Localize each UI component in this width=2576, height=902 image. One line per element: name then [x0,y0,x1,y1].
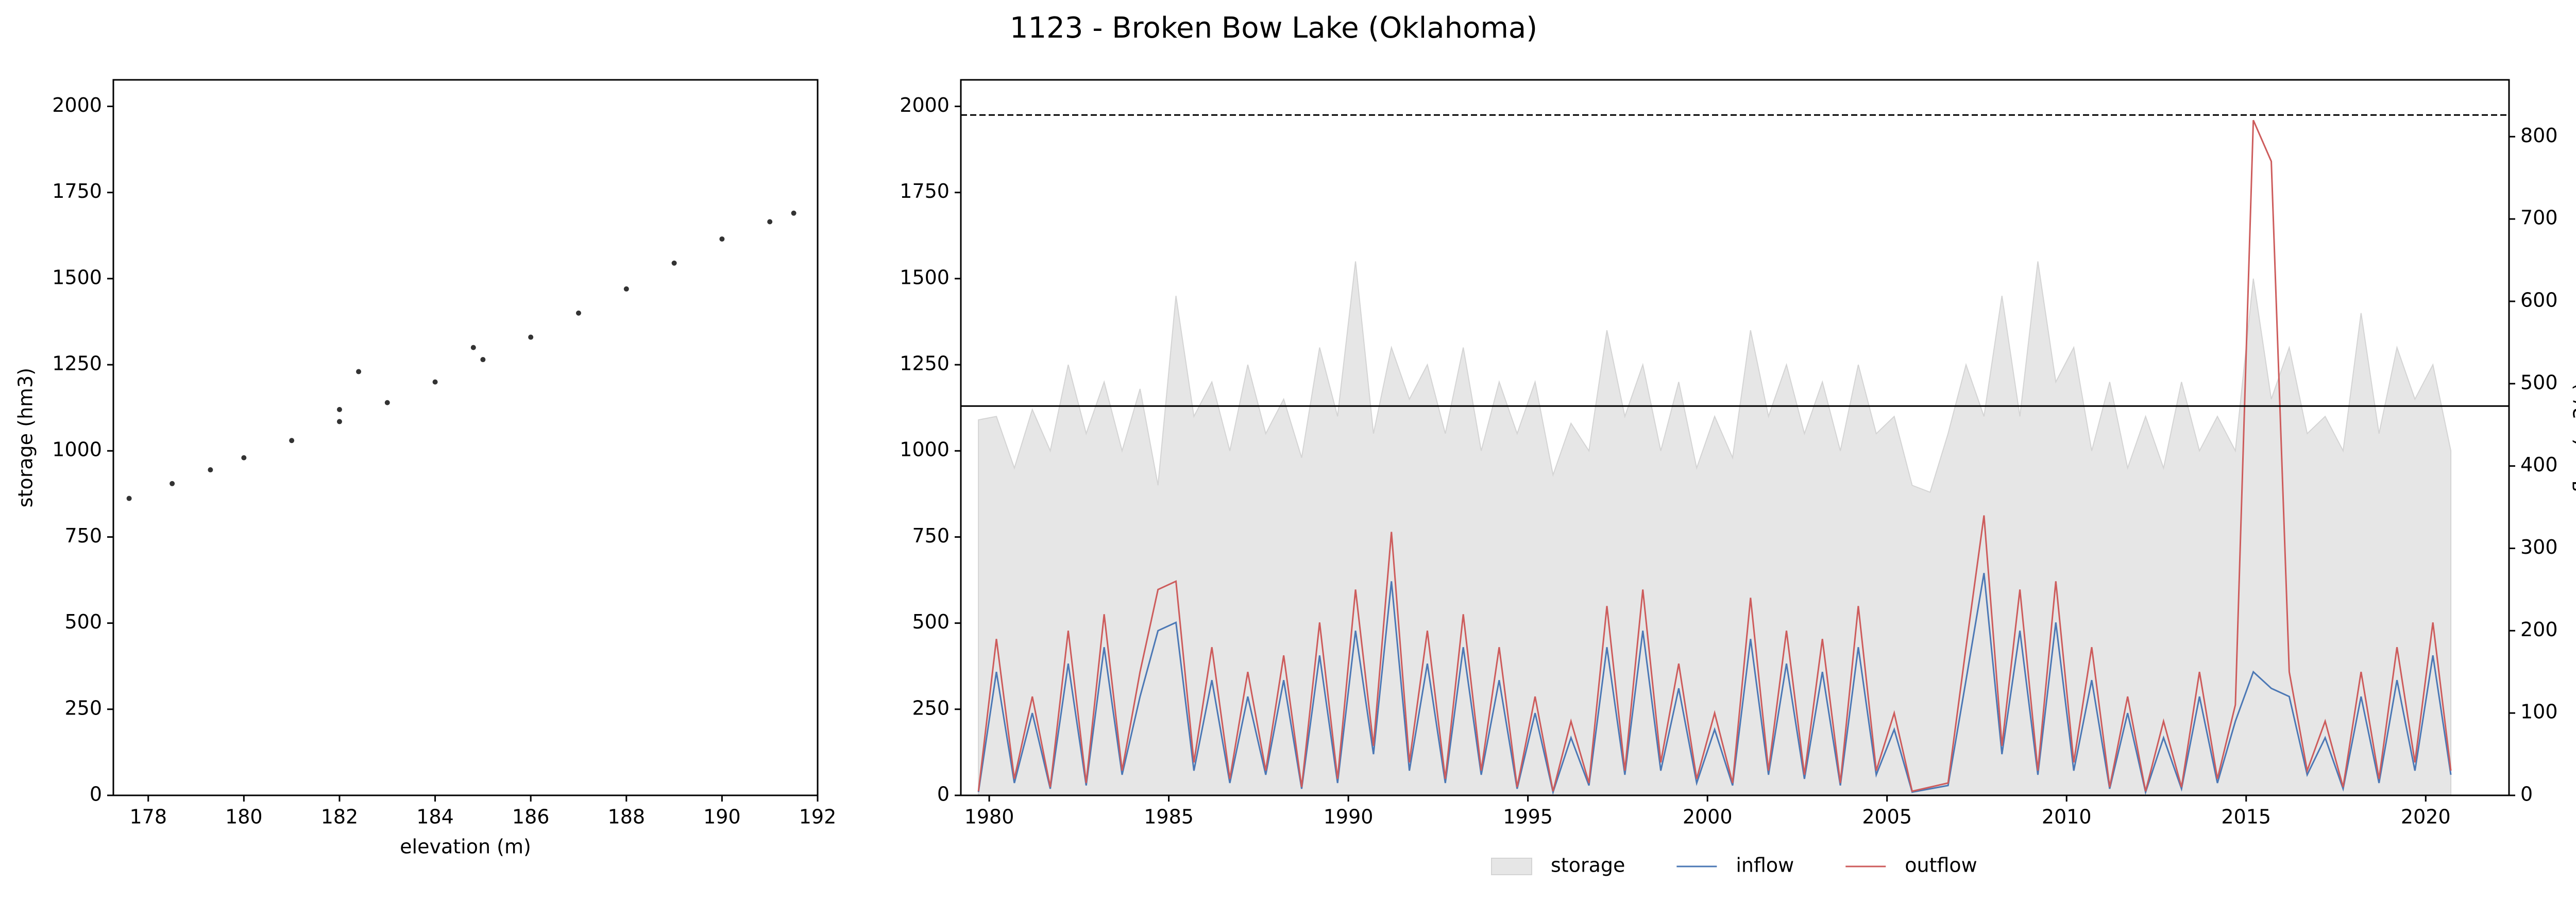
y-tick-label: 500 [64,610,102,633]
point [336,406,342,412]
y-tick-label: 1250 [52,352,102,375]
point [432,379,438,385]
point [528,334,534,340]
point [384,400,390,405]
axes-frame [960,79,2510,796]
y-tick-label: 1500 [900,266,950,288]
y2-tick-label: 800 [2520,124,2558,147]
y-tick-label: 0 [937,783,950,806]
y-tick-label: 750 [912,524,950,547]
legend-label: inflow [1736,854,1794,877]
y-tick-label: 0 [90,783,102,806]
point [289,438,295,444]
y-tick-label: 750 [64,524,102,547]
x-tick-label: 2020 [2401,806,2451,828]
line [977,573,2452,795]
point [336,419,342,424]
y2-tick-label: 400 [2520,453,2558,476]
y-tick-label: 1000 [900,438,950,461]
x-tick-label: 2000 [1683,806,1733,828]
figure-title: 1123 - Broken Bow Lake (Oklahoma) [1010,11,1537,45]
legend-label: storage [1551,854,1625,877]
y-tick-label: 250 [64,696,102,719]
y-tick-label: 500 [912,610,950,633]
point [791,210,796,216]
point [470,345,476,350]
y-tick-label: 2000 [52,94,102,116]
legend-swatch [1491,858,1532,875]
y2-tick-label: 200 [2520,618,2558,641]
x-tick-label: 184 [416,806,454,828]
x-axis-label: elevation (m) [400,836,531,858]
y2-tick-label: 500 [2520,371,2558,394]
x-tick-label: 1995 [1503,806,1553,828]
point [575,310,581,316]
y2-axis-label: flow (m3/s) [2570,383,2576,493]
x-tick-label: 190 [703,806,741,828]
point [767,219,773,225]
y-tick-label: 1500 [52,266,102,288]
x-tick-label: 2005 [1862,806,1912,828]
y-tick-label: 1250 [900,352,950,375]
y-tick-label: 2000 [900,94,950,116]
y2-tick-label: 700 [2520,207,2558,229]
x-tick-label: 1980 [964,806,1014,828]
point [170,481,175,486]
legend-label: outflow [1905,854,1977,877]
x-tick-label: 186 [512,806,550,828]
line [977,120,2452,792]
y-tick-label: 1750 [52,180,102,202]
axes-frame [112,79,819,796]
y2-tick-label: 600 [2520,288,2558,311]
x-tick-label: 180 [225,806,263,828]
y-tick-label: 250 [912,696,950,719]
x-tick-label: 1990 [1324,806,1374,828]
y2-tick-label: 100 [2520,701,2558,723]
point [126,496,132,501]
x-tick-label: 1985 [1144,806,1194,828]
point [623,286,629,292]
x-tick-label: 182 [321,806,359,828]
area [978,261,2452,796]
y-tick-label: 1750 [900,180,950,202]
x-tick-label: 2015 [2221,806,2271,828]
y-axis-label: storage (hm3) [14,368,37,507]
point [208,467,213,473]
point [671,260,677,266]
x-tick-label: 178 [129,806,167,828]
x-tick-label: 192 [799,806,837,828]
y-tick-label: 1000 [52,438,102,461]
point [480,357,486,363]
point [241,455,247,461]
y2-tick-label: 0 [2520,783,2533,806]
y2-tick-label: 300 [2520,536,2558,558]
point [356,369,362,375]
point [719,236,725,242]
x-tick-label: 2010 [2042,806,2092,828]
x-tick-label: 188 [608,806,646,828]
